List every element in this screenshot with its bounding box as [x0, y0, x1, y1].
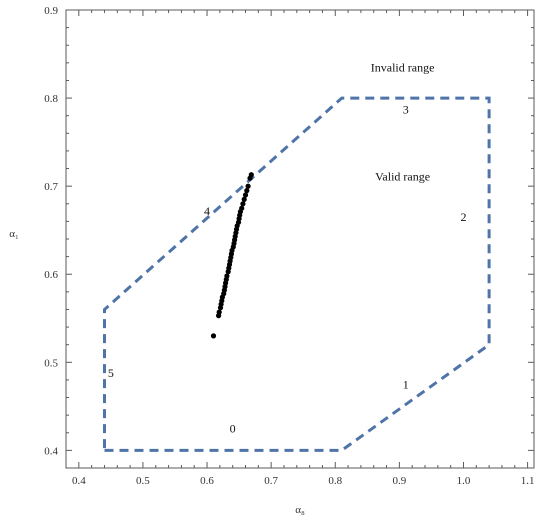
boundary-segment-label: 4: [204, 204, 210, 218]
y-tick-label: 0.9: [44, 5, 58, 17]
boundary-segment-label: 5: [108, 366, 114, 380]
y-axis-label: α₁: [9, 228, 19, 240]
x-axis-label: α₈: [295, 504, 305, 516]
data-point: [241, 196, 247, 202]
x-tick-label: 1.1: [521, 475, 535, 487]
plot-border: [65, 9, 535, 469]
boundary-segment-label: 3: [403, 103, 409, 117]
data-point: [240, 201, 246, 207]
plot-frame: [65, 9, 535, 469]
x-tick-label: 1.0: [457, 475, 471, 487]
data-point: [216, 309, 222, 315]
data-point: [242, 192, 249, 198]
y-axis: 0.4 0.5 0.6 0.7 0.8 0.9: [44, 5, 534, 469]
x-tick-label: 0.9: [392, 475, 406, 487]
y-tick-label: 0.7: [44, 181, 58, 193]
data-point: [244, 188, 250, 194]
y-tick-label: 0.6: [44, 269, 58, 281]
boundary-line: [103, 96, 491, 452]
x-tick-label: 0.5: [136, 475, 150, 487]
x-tick-label: 0.8: [328, 475, 342, 487]
data-points: [210, 172, 254, 339]
x-tick-label: 0.4: [72, 475, 86, 487]
y-tick-label: 0.8: [44, 93, 58, 105]
y-tick-label: 0.4: [44, 445, 58, 457]
y-tick-label: 0.5: [44, 357, 58, 369]
chart-annotations: 0 1 2 3 4 5 Invalid range Valid range: [108, 60, 467, 435]
data-point: [245, 183, 251, 189]
region-annotation: Valid range: [375, 169, 430, 183]
data-point: [224, 273, 230, 279]
boundary-segment-label: 1: [403, 377, 409, 391]
boundary-segment-label: 0: [230, 421, 236, 435]
valid-region-boundary: [103, 96, 491, 452]
x-tick-label: 0.7: [264, 475, 278, 487]
region-annotation: Invalid range: [371, 60, 435, 74]
data-point: [210, 333, 217, 339]
x-axis: 0.4 0.5 0.6 0.7 0.8 0.9 1.0 1.1: [72, 10, 535, 487]
x-tick-label: 0.6: [200, 475, 214, 487]
data-point: [248, 172, 254, 178]
boundary-segment-label: 2: [460, 210, 466, 224]
data-point: [239, 205, 245, 211]
